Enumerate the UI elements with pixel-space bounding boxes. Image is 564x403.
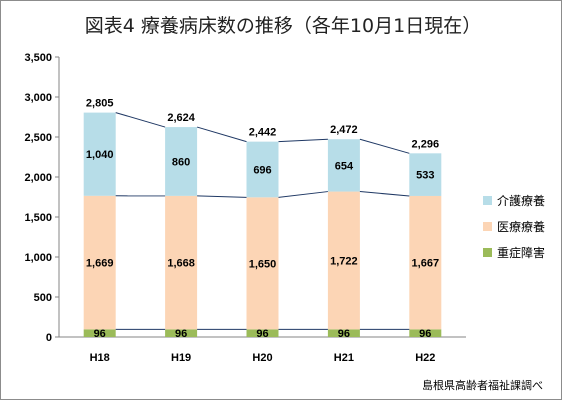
segment-value-label: 1,667 xyxy=(412,258,440,270)
y-tick-label: 2,000 xyxy=(24,172,52,184)
segment-value-label: 533 xyxy=(416,170,434,182)
segment-value-label: 96 xyxy=(256,328,268,340)
total-value-label: 2,472 xyxy=(330,124,358,136)
segment-value-label: 96 xyxy=(338,328,350,340)
series-line xyxy=(279,192,328,198)
y-tick-label: 1,500 xyxy=(24,212,52,224)
x-tick-label: H19 xyxy=(171,352,191,364)
y-tick-label: 0 xyxy=(46,332,52,344)
segment-value-label: 654 xyxy=(335,160,354,172)
legend-swatch-jusho xyxy=(483,248,492,257)
segment-value-label: 96 xyxy=(94,328,106,340)
bars xyxy=(84,113,442,337)
y-tick-label: 1,000 xyxy=(24,252,52,264)
series-line xyxy=(197,127,246,142)
series-line xyxy=(360,139,409,153)
x-tick-label: H22 xyxy=(415,352,435,364)
segment-value-label: 1,040 xyxy=(86,149,114,161)
source-note: 島根県高齢者福祉課調べ xyxy=(422,377,543,393)
total-value-label: 2,805 xyxy=(86,98,114,110)
series-line xyxy=(116,113,165,127)
segment-value-label: 696 xyxy=(253,164,271,176)
legend: 介護療養 医療療養 重症障害 xyxy=(483,187,545,265)
legend-item-jusho: 重症障害 xyxy=(483,239,545,265)
series-line xyxy=(279,139,328,141)
total-value-label: 2,624 xyxy=(167,112,195,124)
segment-value-label: 1,722 xyxy=(330,255,358,267)
x-tick-label: H20 xyxy=(252,352,272,364)
y-tick-label: 500 xyxy=(34,292,52,304)
segment-value-label: 96 xyxy=(175,328,187,340)
segment-value-label: 96 xyxy=(419,328,431,340)
y-tick-label: 2,500 xyxy=(24,132,52,144)
segment-value-label: 860 xyxy=(172,156,190,168)
series-line xyxy=(197,196,246,197)
x-tick-label: H21 xyxy=(334,352,354,364)
legend-label-kaigo: 介護療養 xyxy=(497,192,545,209)
total-value-label: 2,442 xyxy=(249,127,277,139)
segment-value-label: 1,668 xyxy=(167,258,195,270)
x-tick-label: H18 xyxy=(90,352,110,364)
y-tick-label: 3,000 xyxy=(24,92,52,104)
y-tick-label: 3,500 xyxy=(24,52,52,64)
legend-item-kaigo: 介護療養 xyxy=(483,187,545,213)
series-line xyxy=(360,192,409,196)
legend-label-jusho: 重症障害 xyxy=(497,244,545,261)
legend-swatch-iryo xyxy=(483,222,492,231)
legend-label-iryo: 医療療養 xyxy=(497,218,545,235)
legend-swatch-kaigo xyxy=(483,196,492,205)
total-value-label: 2,296 xyxy=(412,138,440,150)
legend-item-iryo: 医療療養 xyxy=(483,213,545,239)
segment-value-label: 1,669 xyxy=(86,258,114,270)
segment-value-label: 1,650 xyxy=(249,258,277,270)
